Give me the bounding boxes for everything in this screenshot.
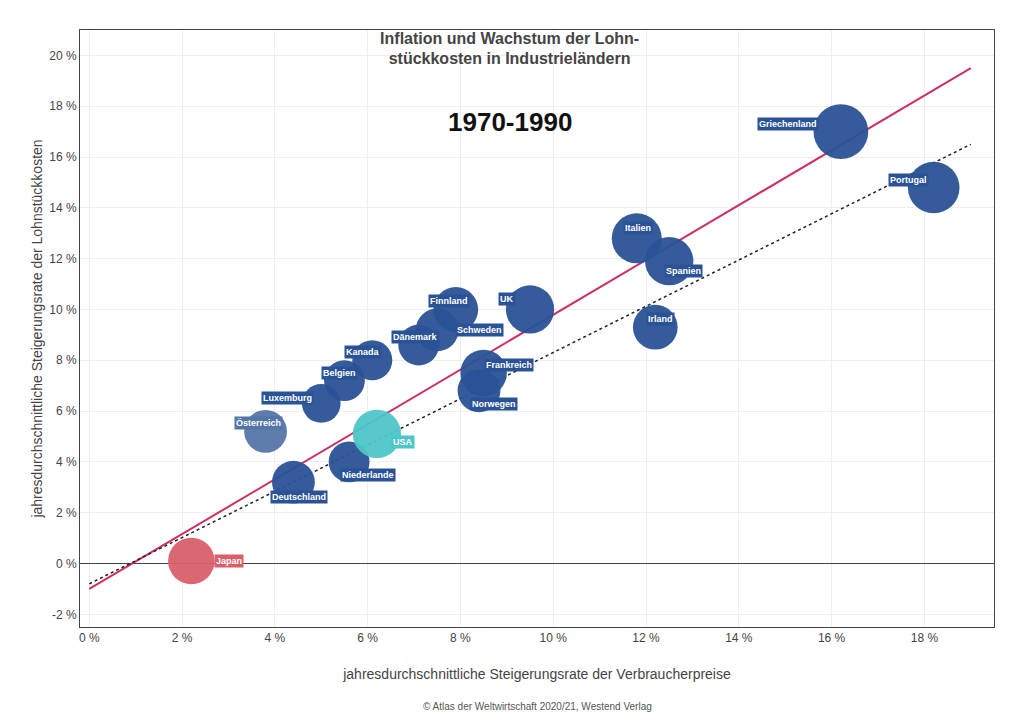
svg-text:10 %: 10 % (49, 303, 77, 317)
svg-text:20 %: 20 % (49, 49, 77, 63)
svg-text:Spanien: Spanien (666, 266, 701, 276)
svg-text:Luxemburg: Luxemburg (263, 393, 312, 403)
svg-text:-2 %: -2 % (52, 608, 77, 622)
svg-text:USA: USA (393, 437, 413, 447)
svg-text:Norwegen: Norwegen (472, 399, 516, 409)
svg-text:Frankreich: Frankreich (486, 360, 532, 370)
svg-text:1970-1990: 1970-1990 (448, 107, 572, 137)
svg-text:6 %: 6 % (56, 404, 77, 418)
svg-text:8 %: 8 % (450, 631, 471, 645)
svg-text:© Atlas der Weltwirtschaft 202: © Atlas der Weltwirtschaft 2020/21, West… (423, 701, 652, 712)
svg-text:Finnland: Finnland (430, 296, 468, 306)
svg-text:Schweden: Schweden (457, 325, 502, 335)
svg-text:Italien: Italien (625, 223, 651, 233)
svg-text:Österreich: Österreich (236, 418, 281, 428)
svg-text:10 %: 10 % (540, 631, 568, 645)
svg-text:4 %: 4 % (265, 631, 286, 645)
svg-text:18 %: 18 % (911, 631, 939, 645)
svg-text:16 %: 16 % (818, 631, 846, 645)
svg-text:jahresdurchschnittliche Steige: jahresdurchschnittliche Steigerungsrate … (29, 139, 45, 518)
svg-text:Dänemark: Dänemark (393, 332, 438, 342)
svg-text:2 %: 2 % (172, 631, 193, 645)
svg-text:8 %: 8 % (56, 353, 77, 367)
svg-text:Irland: Irland (648, 314, 673, 324)
svg-text:0 %: 0 % (79, 631, 100, 645)
svg-text:Kanada: Kanada (346, 347, 380, 357)
svg-text:Japan: Japan (216, 556, 242, 566)
svg-text:Inflation und Wachstum der Loh: Inflation und Wachstum der Lohn-stückkos… (380, 30, 639, 68)
svg-text:12 %: 12 % (632, 631, 660, 645)
svg-text:14 %: 14 % (725, 631, 753, 645)
svg-text:Belgien: Belgien (323, 368, 356, 378)
svg-text:14 %: 14 % (49, 201, 77, 215)
svg-text:16 %: 16 % (49, 150, 77, 164)
svg-text:2 %: 2 % (56, 506, 77, 520)
svg-text:4 %: 4 % (56, 455, 77, 469)
svg-text:0 %: 0 % (56, 557, 77, 571)
svg-text:UK: UK (500, 294, 513, 304)
svg-text:Portugal: Portugal (890, 175, 927, 185)
svg-text:Niederlande: Niederlande (342, 470, 394, 480)
svg-text:jahresdurchschnittliche Steige: jahresdurchschnittliche Steigerungsrate … (342, 666, 731, 682)
svg-text:6 %: 6 % (357, 631, 378, 645)
svg-text:Deutschland: Deutschland (272, 492, 326, 502)
svg-text:12 %: 12 % (49, 252, 77, 266)
svg-text:18 %: 18 % (49, 99, 77, 113)
svg-text:Griechenland: Griechenland (759, 119, 817, 129)
